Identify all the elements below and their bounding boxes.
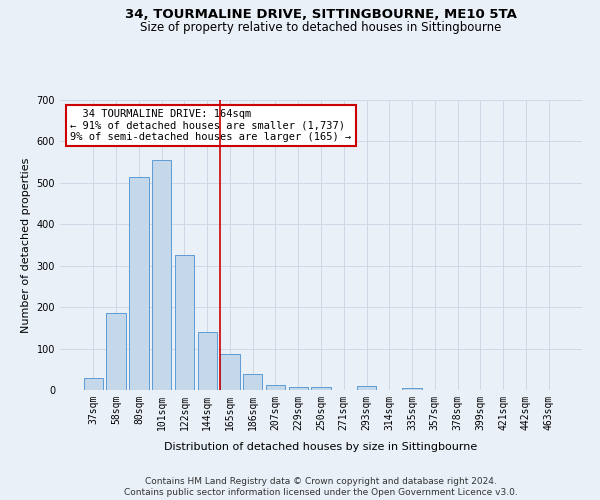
Bar	[84, 378, 103, 390]
Bar	[289, 386, 308, 390]
Bar	[220, 354, 239, 390]
Bar	[311, 386, 331, 390]
Y-axis label: Number of detached properties: Number of detached properties	[21, 158, 31, 332]
Text: Contains HM Land Registry data © Crown copyright and database right 2024.
Contai: Contains HM Land Registry data © Crown c…	[124, 478, 518, 497]
Bar	[175, 256, 194, 390]
Text: 34 TOURMALINE DRIVE: 164sqm
← 91% of detached houses are smaller (1,737)
9% of s: 34 TOURMALINE DRIVE: 164sqm ← 91% of det…	[70, 108, 352, 142]
Bar	[152, 160, 172, 390]
Bar	[243, 374, 262, 390]
Bar	[357, 386, 376, 390]
Text: 34, TOURMALINE DRIVE, SITTINGBOURNE, ME10 5TA: 34, TOURMALINE DRIVE, SITTINGBOURNE, ME1…	[125, 8, 517, 20]
Text: Distribution of detached houses by size in Sittingbourne: Distribution of detached houses by size …	[164, 442, 478, 452]
Text: Size of property relative to detached houses in Sittingbourne: Size of property relative to detached ho…	[140, 21, 502, 34]
Bar	[266, 384, 285, 390]
Bar	[403, 388, 422, 390]
Bar	[129, 176, 149, 390]
Bar	[106, 314, 126, 390]
Bar	[197, 332, 217, 390]
